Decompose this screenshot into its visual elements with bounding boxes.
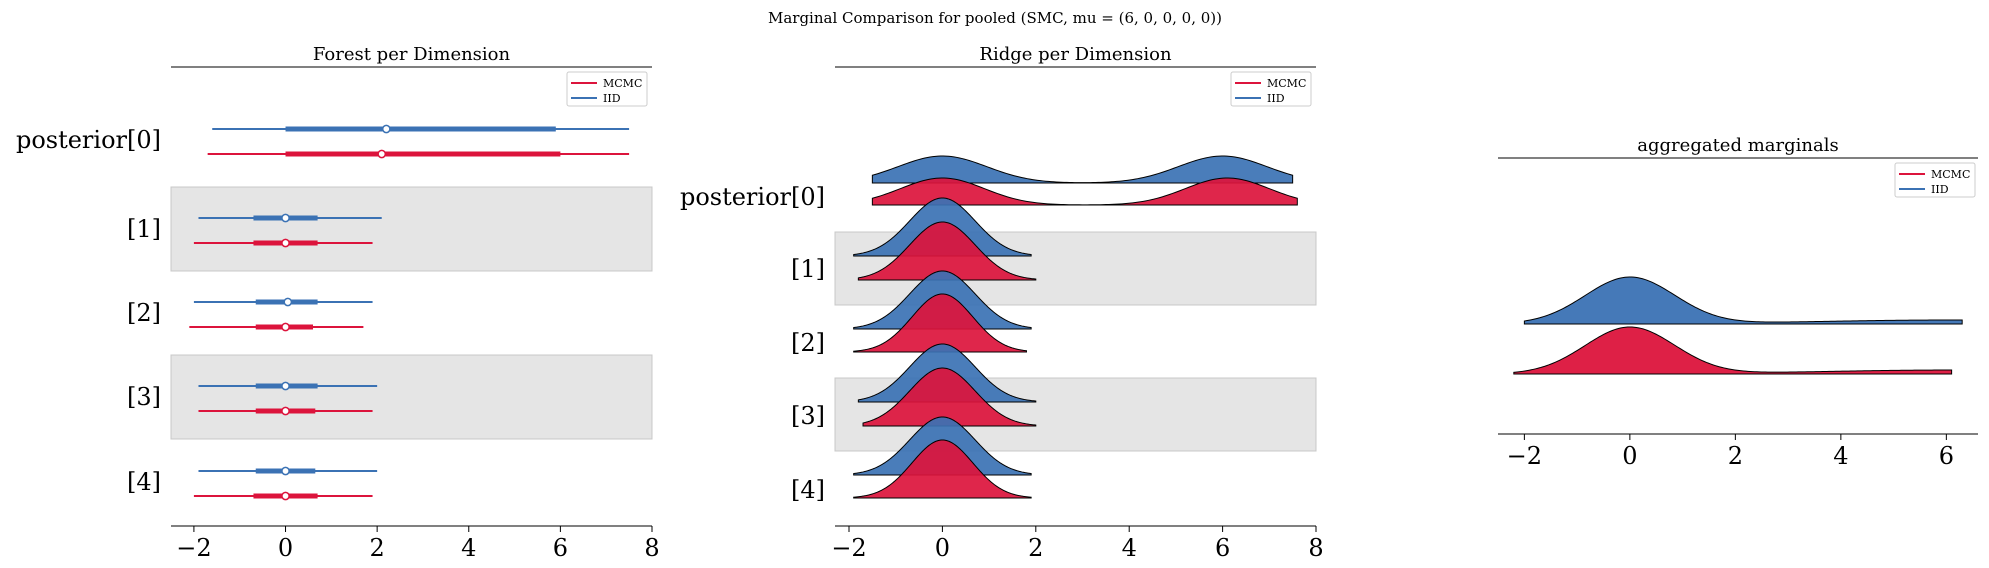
forest-panel: Forest per Dimension MCMC IID posterior[0] [… [16,44,660,562]
row-label: [4] [127,468,161,496]
ridge-panel: Ridge per Dimension MCMC IID posterior[0] [1… [680,44,1324,562]
ridge-iid [1523,276,1963,325]
row-label: [2] [791,329,825,357]
panel-title: Forest per Dimension [313,44,511,65]
ridge-mcmc [853,439,1032,499]
median-point-mcmc [281,322,290,332]
legend-label-iid: IID [1931,183,1949,196]
median-point-mcmc [377,149,387,159]
x-tick-label: −2 [1507,442,1542,470]
x-tick-label: 6 [1215,534,1230,562]
median-point-mcmc [281,491,290,501]
row-label: [3] [791,402,825,430]
x-tick-label: 2 [1728,442,1743,470]
median-point-iid [281,466,290,476]
panel-title: Ridge per Dimension [979,44,1172,65]
row-label: [4] [791,476,825,504]
row-band [170,186,653,272]
figure-suptitle: Marginal Comparison for pooled (SMC, mu … [768,9,1222,27]
ridge-mcmc [853,293,1027,353]
ridge-mcmc [871,177,1298,206]
x-tick-label: 2 [1028,534,1043,562]
median-point-iid [281,381,290,391]
row-label: [2] [127,299,161,327]
x-tick-label: −2 [831,534,866,562]
aggregated-marginals-panel: aggregated marginals MCMC IID −2 0 2 4 6 [1498,135,1978,470]
legend-label-iid: IID [1267,92,1285,105]
x-tick-label: 2 [370,534,385,562]
median-point-mcmc [281,406,290,416]
x-tick-label: 4 [1833,442,1848,470]
x-tick-label: 0 [278,534,293,562]
median-point-iid [283,297,293,307]
x-tick-label: 4 [1122,534,1137,562]
legend-label-mcmc: MCMC [603,77,642,90]
x-tick-label: 8 [644,534,659,562]
x-tick-label: 6 [1939,442,1954,470]
legend-label-iid: IID [603,92,621,105]
median-point-iid [381,124,391,134]
panel-title: aggregated marginals [1637,135,1838,156]
row-label: [1] [127,215,161,243]
row-label: posterior[0] [680,183,825,211]
row-label: [3] [127,383,161,411]
x-tick-label: 8 [1308,534,1323,562]
x-tick-label: 4 [461,534,476,562]
x-tick-label: 0 [935,534,950,562]
row-band [170,354,653,440]
median-point-iid [281,213,290,223]
median-point-mcmc [281,238,290,248]
ridge-iid [871,155,1294,184]
legend-label-mcmc: MCMC [1931,168,1970,181]
row-label: [1] [791,255,825,283]
ridge-mcmc [1513,326,1953,375]
legend-label-mcmc: MCMC [1267,77,1306,90]
ridge-mcmc [862,367,1037,427]
x-tick-label: 0 [1622,442,1637,470]
row-label: posterior[0] [16,126,161,154]
ridge-mcmc [857,221,1037,281]
x-tick-label: −2 [176,534,211,562]
x-tick-label: 6 [553,534,568,562]
